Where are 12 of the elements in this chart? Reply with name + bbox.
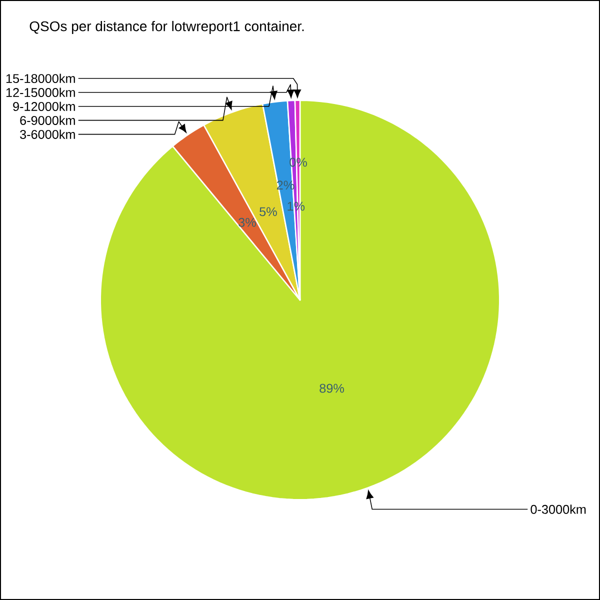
data-label: 1%	[288, 202, 305, 211]
data-label: 89%	[320, 384, 344, 393]
slice-label: 0-3000km	[530, 504, 586, 514]
data-label: 5%	[260, 207, 277, 216]
slice-label: 15-18000km	[6, 74, 75, 84]
chart-title: QSOs per distance for lotwreport1 container.	[30, 20, 304, 34]
data-label: 0%	[290, 158, 307, 167]
data-label: 3%	[238, 218, 256, 227]
slice-label: 12-15000km	[6, 88, 75, 98]
slice-label: 3-6000km	[20, 130, 75, 139]
slice-label: 9-12000km	[13, 102, 75, 111]
slice-label: 6-9000km	[20, 116, 75, 125]
